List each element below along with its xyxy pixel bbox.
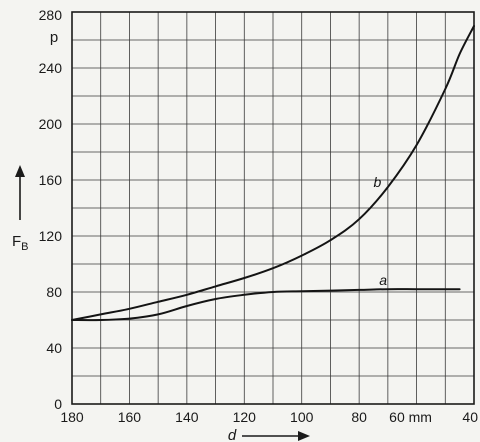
x-tick-label: 140 [175,409,199,425]
y-tick-labels: 0 40 80 120 160 200 240 280 [39,7,63,412]
series-curves: ab [71,25,475,322]
x-axis-label: d [228,427,237,442]
x-tick-label: 120 [233,409,257,425]
x-axis-arrow-head-icon [298,431,310,441]
y-tick-label: 120 [39,228,63,244]
y-axis-label-main: F [12,233,21,250]
y-tick-label: 80 [46,284,62,300]
series-label-a: a [379,272,387,288]
x-tick-label: 100 [290,409,314,425]
x-axis-title: d [228,427,310,442]
y-tick-label: 200 [39,116,63,132]
grid [72,12,474,404]
y-tick-label: 280 [39,7,63,23]
series-label-b: b [374,174,382,190]
x-tick-label: 60 mm [389,409,432,425]
x-tick-label: 160 [118,409,142,425]
x-tick-label: 80 [351,409,367,425]
y-axis-title: FB [12,165,29,253]
y-axis-label-subscript: B [21,241,28,253]
series-line-b [71,25,475,321]
plot-frame [71,11,475,405]
y-axis-label: FB [12,233,29,253]
y-tick-label: 240 [39,60,63,76]
x-tick-label: 180 [60,409,84,425]
x-tick-labels: 180 160 140 120 100 80 60 mm 40 [60,409,478,425]
y-axis-arrow-head-icon [15,165,25,177]
x-tick-label: 40 [462,409,478,425]
series-line-a [71,288,461,322]
y-unit-label: p [50,29,58,46]
y-tick-label: 0 [54,396,62,412]
y-tick-label: 40 [46,340,62,356]
y-tick-label: 160 [39,172,63,188]
